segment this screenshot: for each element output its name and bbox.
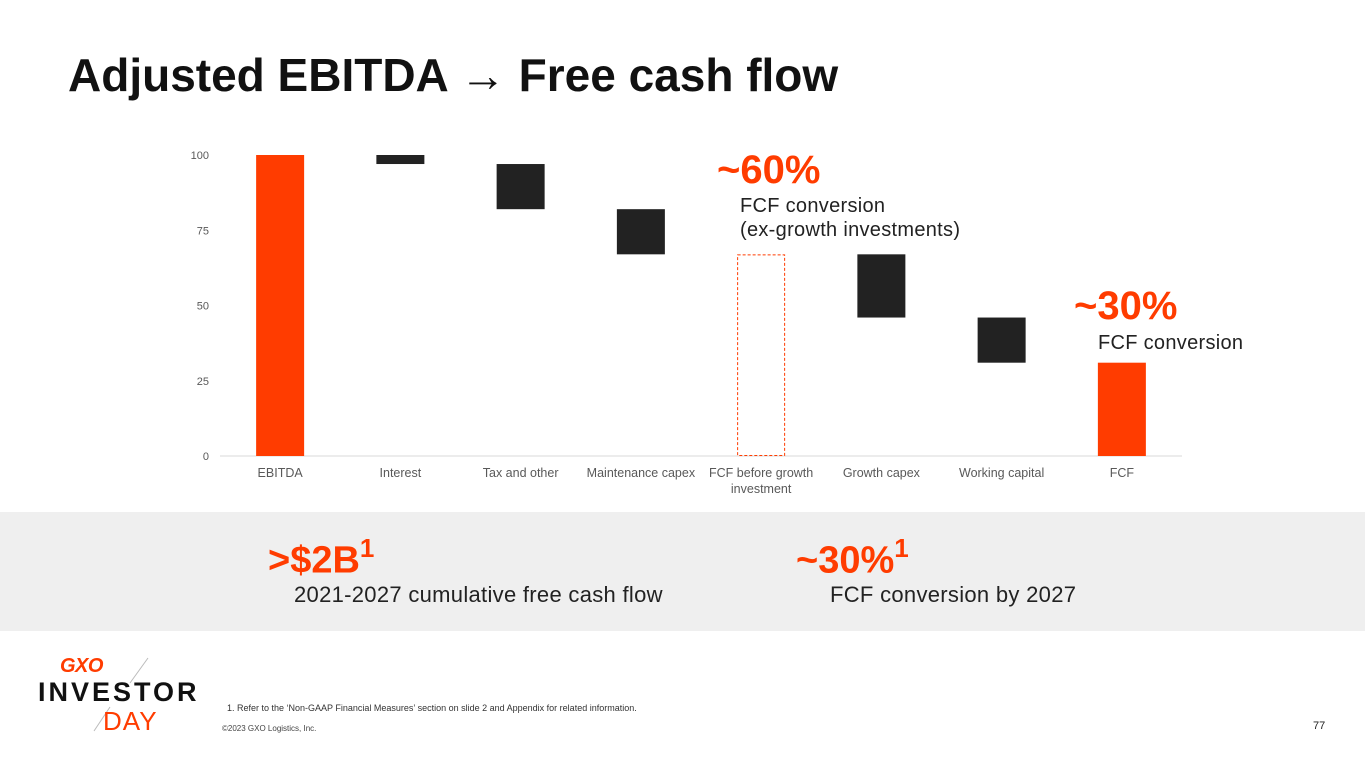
callout-30-value: ~30%	[1074, 284, 1178, 328]
waterfall-chart: 0 25 50 75 100 EBITDA Interest Tax and other Mai…	[191, 150, 1182, 496]
x-tick-label: FCF before growth	[709, 466, 813, 480]
bar-fcf	[1097, 362, 1146, 456]
x-tick-label: Interest	[380, 466, 422, 480]
logo-slash-top	[129, 657, 149, 684]
bar-interest	[376, 155, 425, 165]
y-tick-label: 100	[191, 150, 209, 162]
page-title: Adjusted EBITDA → Free cash flow	[68, 49, 839, 101]
copyright: ©2023 GXO Logistics, Inc.	[222, 724, 317, 733]
x-tick-label: FCF	[1110, 466, 1135, 480]
gxo-logo: GXO	[60, 655, 103, 677]
y-tick-label: 50	[197, 301, 209, 313]
y-tick-label: 25	[197, 376, 209, 388]
bar-ebitda	[256, 155, 305, 456]
kpi-cumulative-fcf-footnote-mark: 1	[359, 533, 375, 563]
x-tick-label: investment	[731, 482, 792, 496]
bar-maintenance-capex	[616, 209, 665, 255]
x-tick-label: Maintenance capex	[587, 466, 696, 480]
page-number: 77	[1313, 720, 1326, 732]
logo-slash-graphic	[93, 657, 149, 732]
kpi-cumulative-fcf-value: >$2B	[268, 539, 360, 582]
callout-60-line2: (ex-growth investments)	[740, 219, 961, 241]
callout-60-line1: FCF conversion	[740, 195, 886, 217]
x-tick-label: Working capital	[959, 466, 1044, 480]
footnote: 1. Refer to the ‘Non-GAAP Financial Meas…	[227, 703, 637, 713]
bar-growth-capex	[857, 254, 906, 318]
bar-tax-and-other	[496, 164, 545, 210]
kpi-fcf-conversion-label: FCF conversion by 2027	[830, 582, 1077, 607]
y-tick-label: 0	[203, 451, 209, 463]
kpi-fcf-conversion-value: ~30%	[796, 539, 895, 582]
kpi-fcf-conversion: ~30%1	[796, 533, 909, 583]
callout-30-line1: FCF conversion	[1098, 332, 1244, 354]
callout-60-value: ~60%	[717, 148, 821, 192]
kpi-cumulative-fcf-label: 2021-2027 cumulative free cash flow	[294, 582, 663, 607]
logo-investor-text: INVESTOR	[38, 677, 200, 707]
kpi-band	[0, 512, 1365, 631]
bar-fcf-before-growth-investment	[737, 254, 786, 456]
logo-slash-bottom	[93, 706, 111, 732]
kpi-cumulative-fcf: >$2B1	[268, 533, 375, 583]
x-tick-label: EBITDA	[258, 466, 304, 480]
x-tick-label: Tax and other	[483, 466, 559, 480]
y-tick-label: 75	[197, 225, 209, 237]
bar-working-capital	[977, 317, 1026, 363]
kpi-fcf-conversion-footnote-mark: 1	[894, 533, 909, 563]
logo-day-text: DAY	[103, 706, 158, 736]
x-tick-label: Growth capex	[843, 466, 921, 480]
